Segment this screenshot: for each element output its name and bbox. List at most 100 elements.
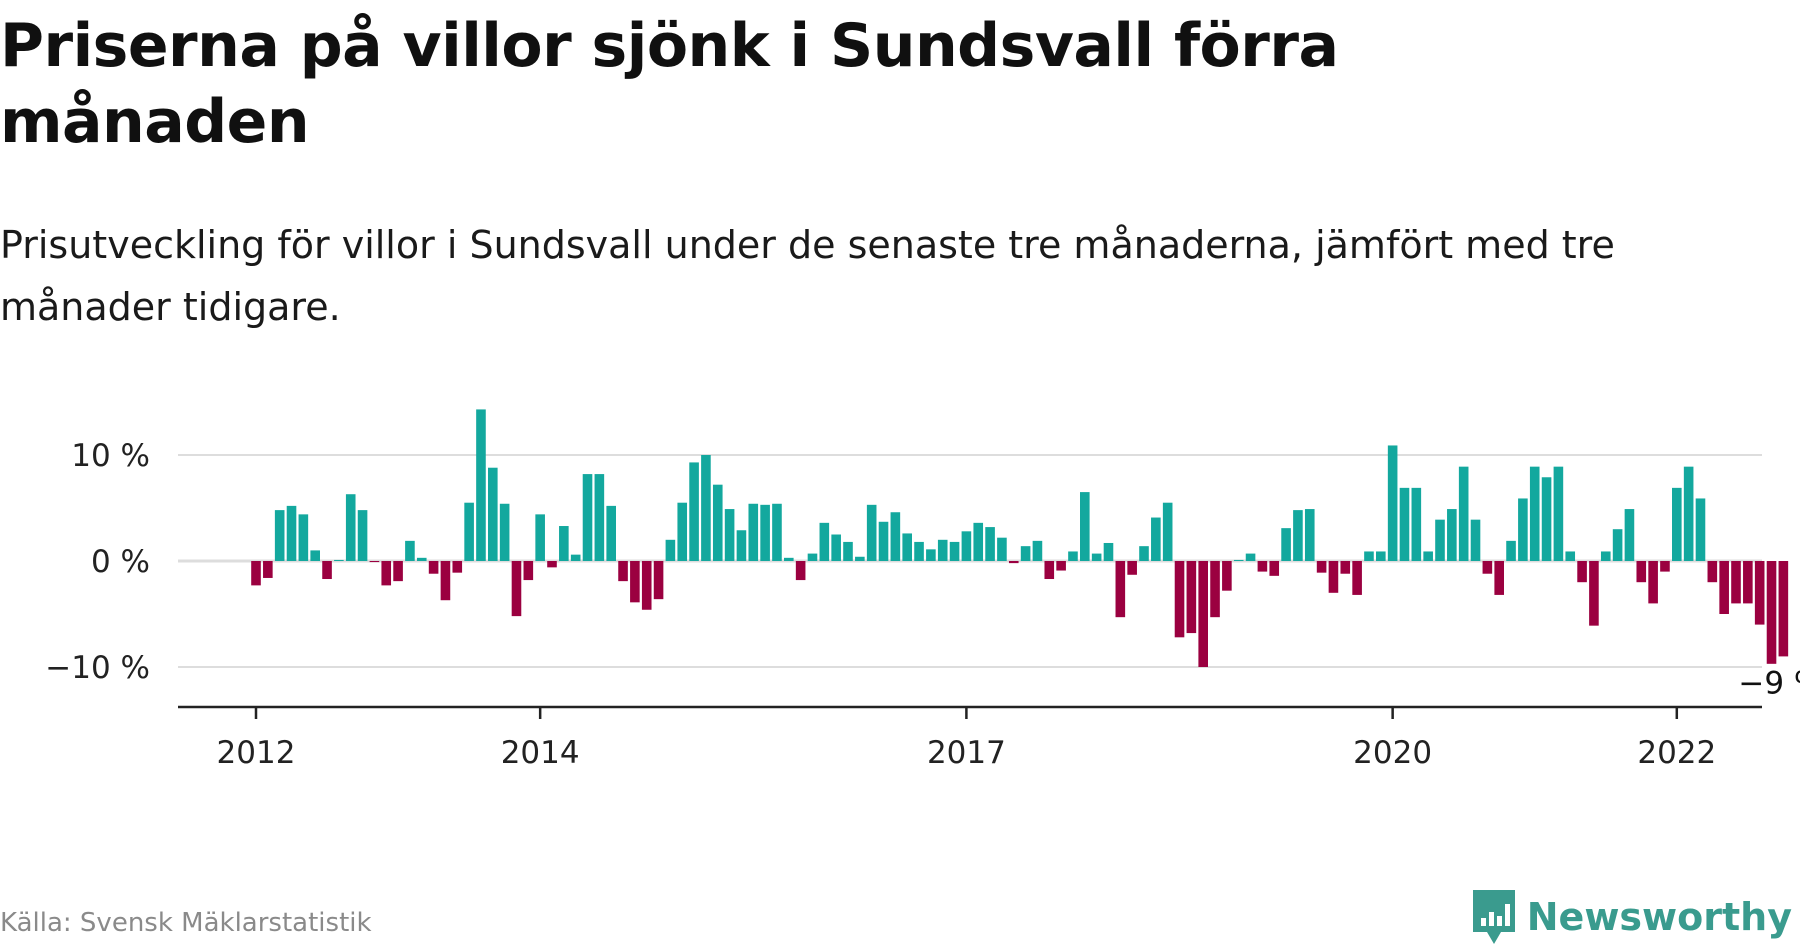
- bar: [1766, 561, 1777, 664]
- bar: [914, 541, 924, 561]
- bar: [902, 533, 912, 561]
- bar: [1470, 519, 1481, 561]
- bar: [1482, 561, 1493, 574]
- bar: [1518, 498, 1528, 561]
- brand-name: Newsworthy: [1526, 895, 1792, 939]
- bar: [511, 561, 522, 617]
- x-tick-label: 2012: [217, 735, 296, 771]
- bar: [1080, 492, 1090, 561]
- bar: [334, 559, 344, 561]
- brand-logo: Newsworthy: [1471, 888, 1792, 946]
- bar: [819, 522, 830, 561]
- bar: [997, 537, 1007, 561]
- bar: [1257, 561, 1268, 572]
- bar: [1222, 561, 1232, 591]
- bar: [1127, 561, 1137, 575]
- bar: [1174, 561, 1185, 638]
- bar: [630, 561, 640, 603]
- bar: [866, 504, 877, 561]
- bar: [310, 550, 320, 561]
- x-axis: 2012 2014 2017 2020 2022: [217, 707, 1716, 771]
- bar: [1458, 466, 1469, 561]
- bar: [890, 512, 901, 561]
- bar: [570, 554, 581, 561]
- bar: [1269, 561, 1280, 576]
- bar: [1435, 519, 1445, 561]
- bar: [1044, 561, 1055, 580]
- bar: [523, 561, 534, 581]
- chart-subtitle: Prisutveckling för villor i Sundsvall un…: [0, 223, 1615, 329]
- bar: [1281, 528, 1291, 561]
- bar: [689, 462, 699, 561]
- bar: [1186, 561, 1197, 634]
- y-tick-label: 0 %: [91, 544, 150, 580]
- bar: [973, 522, 984, 561]
- bar: [926, 549, 936, 561]
- bar: [1423, 551, 1433, 561]
- y-tick-label: −10 %: [45, 650, 150, 686]
- x-tick-label: 2017: [927, 735, 1006, 771]
- bar: [322, 561, 332, 580]
- bar: [701, 455, 711, 561]
- bar: [476, 409, 486, 561]
- bar: [1411, 487, 1422, 561]
- bar: [1364, 551, 1374, 561]
- bar: [712, 484, 723, 561]
- bar: [582, 474, 593, 561]
- bar: [1648, 561, 1658, 604]
- bar: [1660, 561, 1670, 572]
- bar: [1103, 542, 1114, 561]
- bar: [665, 539, 676, 561]
- bar: [1056, 561, 1066, 571]
- bar: [1754, 561, 1765, 625]
- bar: [724, 509, 735, 561]
- bar: [345, 494, 356, 561]
- bar: [452, 561, 463, 573]
- bar: [1778, 561, 1789, 657]
- bar: [961, 531, 972, 561]
- bar: [357, 510, 368, 561]
- bar: [488, 467, 498, 561]
- bar: [831, 534, 841, 561]
- bar: [369, 561, 380, 563]
- bar: [393, 561, 403, 582]
- x-tick-label: 2020: [1353, 735, 1432, 771]
- bar: [1210, 561, 1220, 618]
- bar: [251, 561, 261, 586]
- bar: [1506, 540, 1516, 561]
- bar: [1743, 561, 1753, 604]
- bar: [878, 521, 889, 561]
- bar: [1731, 561, 1741, 604]
- bar: [677, 502, 688, 561]
- bar: [1020, 546, 1031, 561]
- bar: [1340, 561, 1351, 574]
- bar: [618, 561, 628, 582]
- bar: [1068, 551, 1078, 561]
- bar: [1589, 561, 1599, 626]
- bar: [748, 503, 759, 561]
- bar: [1387, 445, 1398, 561]
- bar: [807, 553, 818, 561]
- bar: [1328, 561, 1339, 593]
- bar: [1707, 561, 1718, 583]
- bars: [251, 409, 1789, 667]
- bar: [1198, 561, 1208, 667]
- chart-title: Priserna på villor sjönk i Sundsvall för…: [0, 11, 1339, 157]
- bar: [1376, 551, 1386, 561]
- bar: [855, 556, 865, 561]
- bar: [1091, 553, 1102, 561]
- bar: [1577, 561, 1587, 583]
- bar-chart: 10 % 0 % −10 % 2012 2014 2017 2020 2022 −9 %: [45, 409, 1800, 771]
- bar: [1636, 561, 1647, 583]
- bar: [1541, 477, 1552, 561]
- bar: [547, 561, 557, 568]
- bar: [795, 561, 806, 581]
- bar: [1494, 561, 1504, 595]
- bar: [1719, 561, 1729, 614]
- last-value-label: −9 %: [1738, 665, 1800, 701]
- y-axis-labels: 10 % 0 % −10 %: [45, 438, 150, 686]
- bar: [1565, 551, 1576, 561]
- bar: [1245, 553, 1256, 561]
- bar: [1233, 559, 1244, 561]
- bar: [286, 505, 297, 561]
